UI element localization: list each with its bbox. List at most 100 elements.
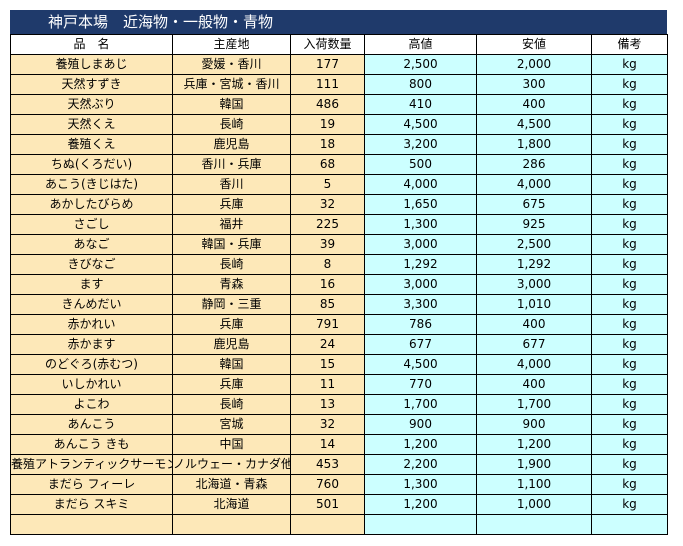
cell-origin: 福井 xyxy=(172,214,291,235)
empty-cell xyxy=(591,514,668,535)
cell-high-price: 770 xyxy=(364,374,477,395)
cell-unit: kg xyxy=(591,214,668,235)
table-row: あんこう 宮城 32 900 900 kg xyxy=(10,414,668,435)
cell-origin: 韓国・兵庫 xyxy=(172,234,291,255)
cell-high-price: 3,000 xyxy=(364,274,477,295)
cell-unit: kg xyxy=(591,94,668,115)
table-row: さごし 福井 225 1,300 925 kg xyxy=(10,214,668,235)
cell-item-name: あこう(きじはた) xyxy=(10,174,173,195)
cell-high-price: 4,000 xyxy=(364,174,477,195)
table-row: まだら スキミ 北海道 501 1,200 1,000 kg xyxy=(10,494,668,515)
cell-item-name: あんこう きも xyxy=(10,434,173,455)
cell-quantity: 5 xyxy=(290,174,365,195)
cell-quantity: 15 xyxy=(290,354,365,375)
cell-low-price: 675 xyxy=(476,194,592,215)
header-origin: 主産地 xyxy=(172,34,291,55)
header-quantity: 入荷数量 xyxy=(290,34,365,55)
cell-quantity: 19 xyxy=(290,114,365,135)
table-row: 赤かれい 兵庫 791 786 400 kg xyxy=(10,314,668,335)
cell-low-price: 1,700 xyxy=(476,394,592,415)
cell-item-name: 天然くえ xyxy=(10,114,173,135)
header-remarks: 備考 xyxy=(591,34,668,55)
table-row: 養殖しまあじ 愛媛・香川 177 2,500 2,000 kg xyxy=(10,54,668,75)
table-row: あかしたびらめ 兵庫 32 1,650 675 kg xyxy=(10,194,668,215)
cell-unit: kg xyxy=(591,274,668,295)
cell-item-name: あかしたびらめ xyxy=(10,194,173,215)
cell-high-price: 3,200 xyxy=(364,134,477,155)
empty-cell xyxy=(476,514,592,535)
cell-item-name: きんめだい xyxy=(10,294,173,315)
cell-origin: 韓国 xyxy=(172,94,291,115)
cell-origin: 長崎 xyxy=(172,254,291,275)
table-row: 赤かます 鹿児島 24 677 677 kg xyxy=(10,334,668,355)
cell-origin: 中国 xyxy=(172,434,291,455)
cell-quantity: 111 xyxy=(290,74,365,95)
cell-low-price: 1,800 xyxy=(476,134,592,155)
cell-high-price: 500 xyxy=(364,154,477,175)
cell-unit: kg xyxy=(591,334,668,355)
cell-item-name: 赤かれい xyxy=(10,314,173,335)
cell-high-price: 900 xyxy=(364,414,477,435)
cell-unit: kg xyxy=(591,234,668,255)
cell-quantity: 68 xyxy=(290,154,365,175)
cell-high-price: 1,292 xyxy=(364,254,477,275)
cell-unit: kg xyxy=(591,374,668,395)
cell-quantity: 13 xyxy=(290,394,365,415)
empty-cell xyxy=(172,514,291,535)
cell-origin: 青森 xyxy=(172,274,291,295)
sheet-title: 神戸本場 近海物・一般物・青物 xyxy=(10,10,667,34)
cell-origin: 兵庫 xyxy=(172,194,291,215)
cell-low-price: 300 xyxy=(476,74,592,95)
cell-origin: 香川 xyxy=(172,174,291,195)
cell-item-name: 養殖くえ xyxy=(10,134,173,155)
cell-quantity: 760 xyxy=(290,474,365,495)
cell-low-price: 1,100 xyxy=(476,474,592,495)
cell-origin: 兵庫・宮城・香川 xyxy=(172,74,291,95)
cell-quantity: 453 xyxy=(290,454,365,475)
cell-low-price: 1,010 xyxy=(476,294,592,315)
table-row: きびなご 長崎 8 1,292 1,292 kg xyxy=(10,254,668,275)
cell-unit: kg xyxy=(591,174,668,195)
cell-low-price: 400 xyxy=(476,374,592,395)
cell-item-name: きびなご xyxy=(10,254,173,275)
cell-item-name: あなご xyxy=(10,234,173,255)
cell-item-name: さごし xyxy=(10,214,173,235)
cell-item-name: 養殖アトランティックサーモン xyxy=(10,454,173,475)
table-row: あんこう きも 中国 14 1,200 1,200 kg xyxy=(10,434,668,455)
cell-unit: kg xyxy=(591,194,668,215)
price-table: 品 名 主産地 入荷数量 高値 安値 備考 養殖しまあじ 愛媛・香川 177 2,50… xyxy=(10,34,668,535)
cell-quantity: 501 xyxy=(290,494,365,515)
cell-quantity: 32 xyxy=(290,194,365,215)
cell-item-name: ちぬ(くろだい) xyxy=(10,154,173,175)
table-body: 養殖しまあじ 愛媛・香川 177 2,500 2,000 kg 天然すずき 兵庫・宮城・香川 1… xyxy=(10,54,668,535)
cell-quantity: 11 xyxy=(290,374,365,395)
cell-high-price: 800 xyxy=(364,74,477,95)
cell-low-price: 3,000 xyxy=(476,274,592,295)
table-row: よこわ 長崎 13 1,700 1,700 kg xyxy=(10,394,668,415)
cell-unit: kg xyxy=(591,474,668,495)
cell-origin: 長崎 xyxy=(172,114,291,135)
cell-unit: kg xyxy=(591,294,668,315)
table-row: あこう(きじはた) 香川 5 4,000 4,000 kg xyxy=(10,174,668,195)
cell-quantity: 8 xyxy=(290,254,365,275)
empty-row xyxy=(10,514,668,535)
cell-item-name: まだら フィーレ xyxy=(10,474,173,495)
cell-low-price: 400 xyxy=(476,314,592,335)
cell-quantity: 14 xyxy=(290,434,365,455)
cell-unit: kg xyxy=(591,254,668,275)
cell-low-price: 2,500 xyxy=(476,234,592,255)
cell-item-name: 赤かます xyxy=(10,334,173,355)
cell-low-price: 4,000 xyxy=(476,354,592,375)
cell-unit: kg xyxy=(591,454,668,475)
cell-origin: 宮城 xyxy=(172,414,291,435)
cell-quantity: 791 xyxy=(290,314,365,335)
table-row: まだら フィーレ 北海道・青森 760 1,300 1,100 kg xyxy=(10,474,668,495)
cell-origin: 愛媛・香川 xyxy=(172,54,291,75)
empty-cell xyxy=(364,514,477,535)
cell-origin: 香川・兵庫 xyxy=(172,154,291,175)
cell-item-name: 天然すずき xyxy=(10,74,173,95)
cell-low-price: 925 xyxy=(476,214,592,235)
header-low-price: 安値 xyxy=(476,34,592,55)
cell-origin: 北海道・青森 xyxy=(172,474,291,495)
cell-low-price: 900 xyxy=(476,414,592,435)
